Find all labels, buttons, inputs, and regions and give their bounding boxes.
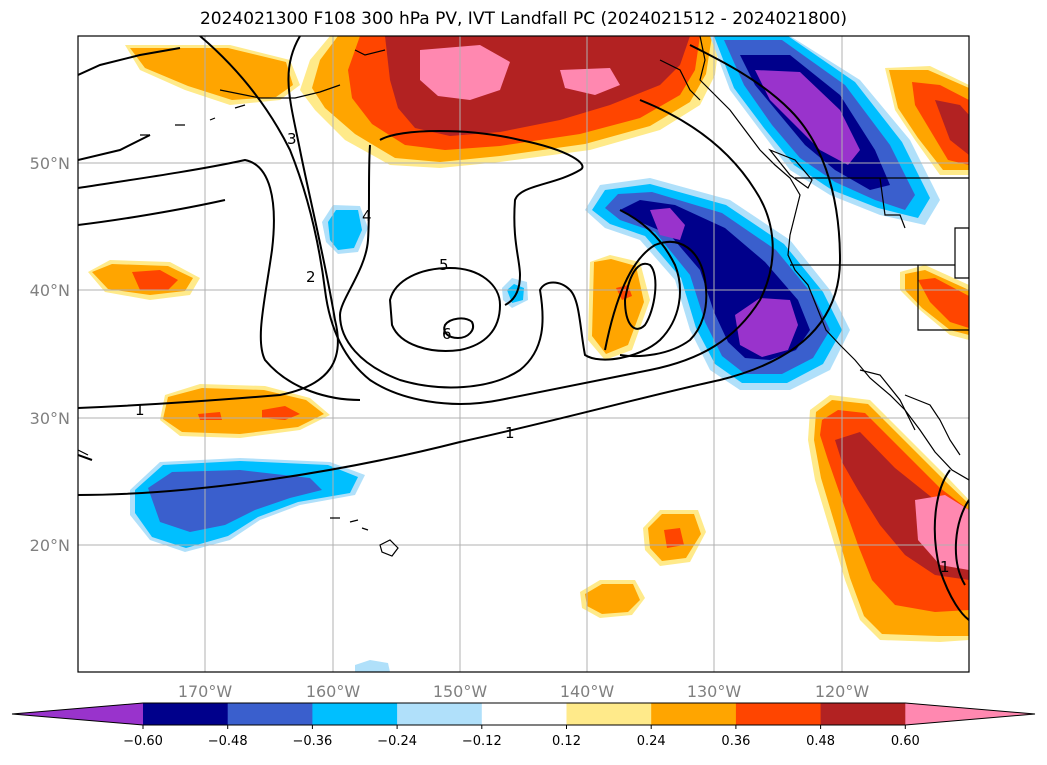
lat-tick-labels: 50°N 40°N 30°N 20°N: [30, 154, 70, 555]
pc-field-hawaii-negative: [130, 458, 365, 552]
map-title: 2024021300 F108 300 hPa PV, IVT Landfall…: [199, 9, 847, 29]
colorbar-segment: [227, 703, 313, 725]
lat-label-40n: 40°N: [30, 281, 70, 300]
contour-label-1-south: 1: [505, 424, 515, 442]
contour-label-1-east: 1: [940, 558, 950, 576]
colorbar-extend-max: [905, 703, 1035, 725]
colorbar-tick-label: −0.24: [377, 734, 417, 749]
contour-label-2: 2: [306, 268, 316, 286]
colorbar-tick-label: 0.48: [806, 734, 835, 749]
lon-label-140w: 140°W: [560, 682, 615, 701]
lon-label-120w: 120°W: [815, 682, 870, 701]
colorbar-tick-label: −0.12: [462, 734, 502, 749]
contour-label-1-west: 1: [135, 401, 145, 419]
colorbar-tick-label: −0.60: [123, 734, 163, 749]
colorbar-tick-label: 0.12: [552, 734, 581, 749]
lon-label-130w: 130°W: [687, 682, 742, 701]
colorbar-extend-min: [12, 703, 143, 725]
colorbar-tick-label: −0.36: [292, 734, 332, 749]
colorbar-segment: [651, 703, 737, 725]
contour-label-3: 3: [287, 130, 297, 148]
lon-label-150w: 150°W: [433, 682, 488, 701]
colorbar-segment: [735, 703, 822, 725]
colorbar-tick-label: 0.24: [637, 734, 666, 749]
pv-contours: [78, 36, 969, 621]
lat-label-30n: 30°N: [30, 409, 70, 428]
lat-label-20n: 20°N: [30, 536, 70, 555]
colorbar-tick-label: 0.36: [721, 734, 750, 749]
colorbar-segment: [820, 703, 906, 725]
contour-label-6: 6: [442, 325, 452, 343]
colorbar-segment: [312, 703, 398, 725]
lon-label-160w: 160°W: [306, 682, 361, 701]
lon-tick-labels: 170°W 160°W 150°W 140°W 130°W 120°W: [178, 682, 870, 701]
contour-labels: 1 1 2 3 4 5 6 1: [135, 130, 950, 576]
colorbar-segment: [481, 703, 568, 725]
contour-label-4: 4: [362, 207, 372, 225]
colorbar-segment: [143, 703, 229, 725]
colorbar: −0.60 −0.48 −0.36 −0.24 −0.12 0.12 0.24 0.36 0.4…: [11, 702, 1036, 749]
pc-field-north-pacific-positive: [300, 36, 720, 168]
pc-field-aleutian-positive: [125, 45, 300, 105]
colorbar-segment: [397, 703, 483, 725]
contour-label-5: 5: [439, 256, 449, 274]
pc-field-east-pacific-negative: [585, 178, 850, 390]
lat-label-50n: 50°N: [30, 154, 70, 173]
lon-label-170w: 170°W: [178, 682, 233, 701]
plot-border: [77, 35, 970, 673]
pc-field-mexico-positive: [808, 395, 969, 642]
colorbar-tick-label: −0.48: [208, 734, 248, 749]
colorbar-tick-label: 0.60: [891, 734, 920, 749]
colorbar-segment: [566, 703, 652, 725]
coastlines: [78, 36, 969, 557]
